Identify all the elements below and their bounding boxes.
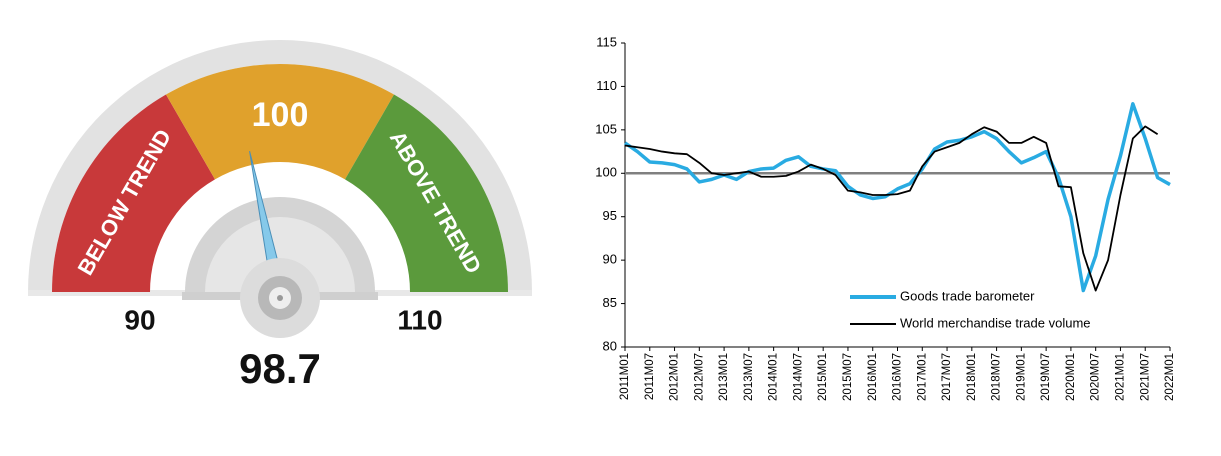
gauge-band [345,94,508,293]
series-line [624,125,1159,292]
x-tick-label: 2013M07 [743,353,755,401]
x-tick-label: 2015M01 [817,353,829,401]
x-tick-label: 2020M01 [1065,353,1077,401]
series-line [623,102,1171,293]
x-tick-label: 2015M07 [842,353,854,401]
x-tick-label: 2021M01 [1114,353,1126,401]
x-tick-label: 2016M07 [892,353,904,401]
gauge-dial-inner [205,217,355,292]
x-tick-label: 2017M07 [941,353,953,401]
x-tick-label: 2011M07 [644,353,656,400]
gauge-hub-pin [277,295,283,301]
x-tick-label: 2017M01 [916,353,928,401]
x-tick-label: 2018M07 [991,353,1003,401]
gauge-tick-label: 90 [124,304,155,335]
gauge-band [166,63,394,180]
x-tick-label: 2018M01 [966,353,978,401]
x-tick-label: 2012M07 [693,353,705,401]
y-tick-label: 100 [595,165,617,180]
x-tick-label: 2014M07 [792,353,804,401]
y-tick-label: 115 [596,34,617,49]
gauge-band [52,94,215,293]
y-tick-label: 90 [603,252,617,267]
legend-label: World merchandise trade volume [900,315,1091,330]
x-tick-label: 2011M01 [619,353,631,400]
x-tick-label: 2016M01 [867,353,879,401]
y-tick-label: 85 [603,295,617,310]
x-tick-label: 2019M01 [1015,353,1027,401]
y-tick-label: 80 [603,338,617,353]
x-tick-label: 2012M01 [669,353,681,401]
legend-label: Goods trade barometer [900,288,1035,303]
gauge-value: 98.7 [239,345,321,392]
x-tick-label: 2021M07 [1139,353,1151,401]
y-tick-label: 110 [596,78,617,93]
x-tick-label: 2014M01 [768,353,780,401]
y-tick-label: 95 [603,208,617,223]
x-tick-label: 2013M01 [718,353,730,401]
x-tick-label: 2020M07 [1090,353,1102,401]
x-tick-label: 2019M07 [1040,353,1052,401]
gauge-tick-label: 100 [252,96,309,134]
x-tick-label: 2022M01 [1164,353,1176,401]
y-tick-label: 105 [595,121,617,136]
gauge-tick-label: 110 [397,304,442,335]
